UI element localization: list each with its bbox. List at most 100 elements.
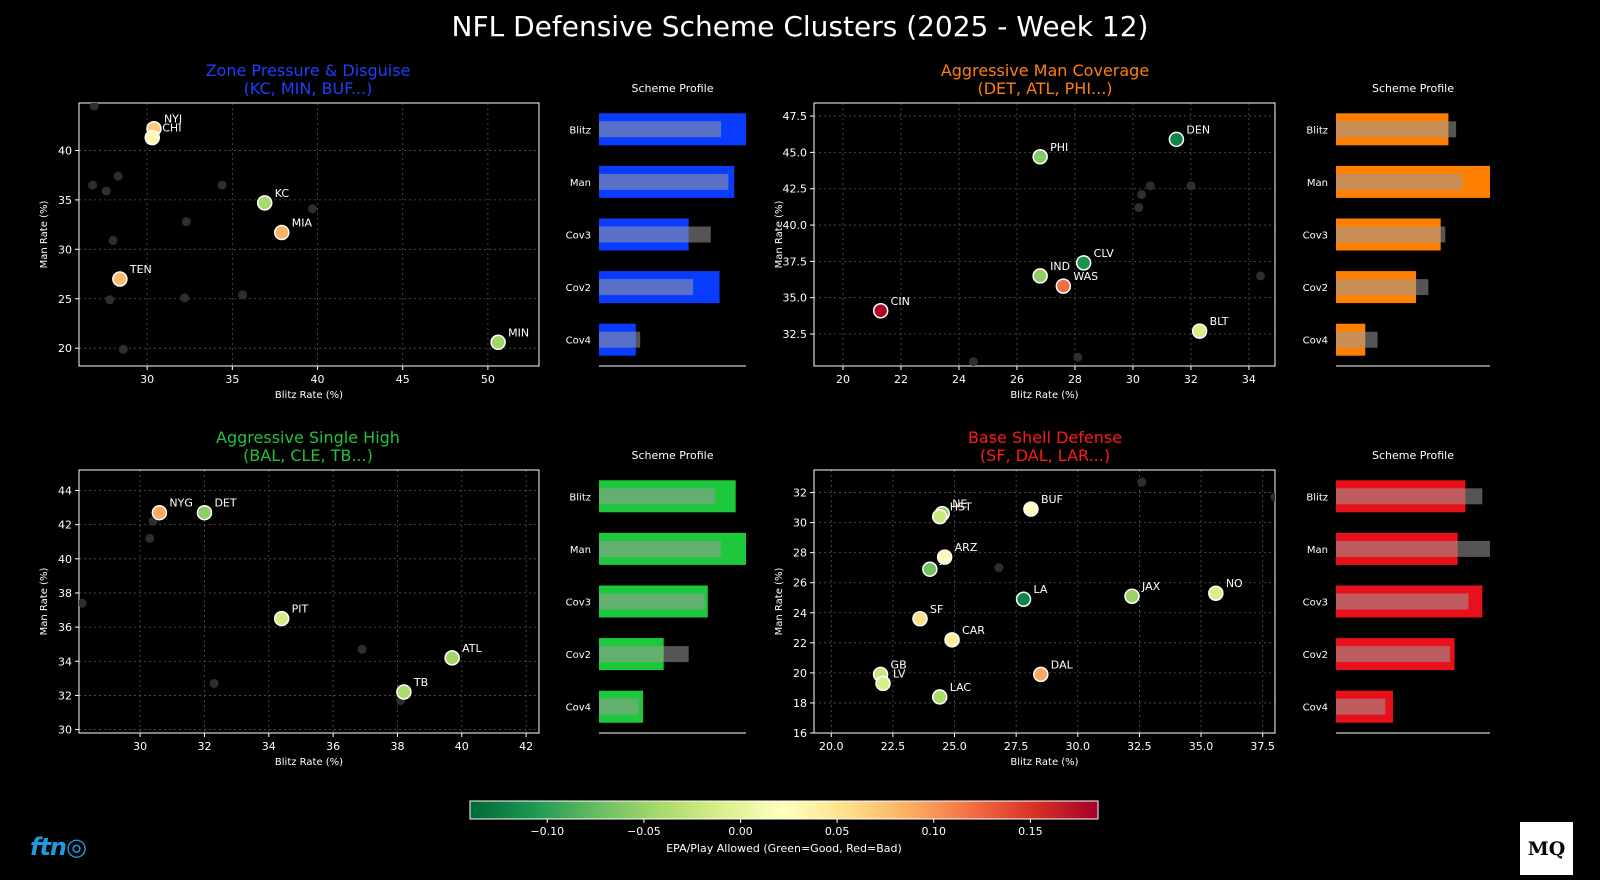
background-point bbox=[238, 290, 248, 300]
profile-avg-bar bbox=[599, 331, 641, 348]
panel-title: Base Shell Defense bbox=[968, 428, 1122, 447]
team-label: ARZ bbox=[955, 541, 978, 554]
y-tick-label: 30 bbox=[58, 243, 72, 256]
x-axis-label: Blitz Rate (%) bbox=[1010, 390, 1078, 401]
x-tick-label: 28 bbox=[1068, 373, 1082, 386]
team-point bbox=[944, 632, 960, 648]
team-label: GB bbox=[891, 658, 907, 671]
background-point bbox=[1137, 477, 1147, 487]
team-point bbox=[922, 561, 938, 577]
team-point bbox=[490, 334, 506, 351]
team-point bbox=[936, 549, 953, 565]
team-point bbox=[875, 675, 891, 692]
panel-subtitle: (DET, ATL, PHI...) bbox=[977, 79, 1112, 98]
y-axis-label: Man Rate (%) bbox=[774, 568, 785, 636]
y-tick-label: 35 bbox=[58, 194, 72, 207]
colorbar-tick-label: 0.10 bbox=[922, 825, 947, 838]
background-point bbox=[181, 217, 191, 227]
x-tick-label: 38 bbox=[390, 740, 404, 753]
colorbar-tick-label: 0.15 bbox=[1018, 825, 1043, 838]
background-point bbox=[209, 678, 219, 688]
y-tick-label: 38 bbox=[58, 587, 72, 600]
profile-title: Scheme Profile bbox=[1372, 82, 1454, 95]
y-tick-label: 44 bbox=[58, 484, 72, 497]
plot-area bbox=[79, 504, 460, 706]
x-tick-label: 32 bbox=[1184, 373, 1198, 386]
profile-category-label: Man bbox=[1307, 178, 1328, 189]
y-axis-label: Man Rate (%) bbox=[39, 568, 50, 636]
background-point bbox=[113, 171, 123, 181]
profile-category-label: Cov2 bbox=[1303, 283, 1328, 294]
y-tick-label: 34 bbox=[58, 655, 72, 668]
profile-avg-bar bbox=[599, 279, 694, 296]
background-point bbox=[88, 180, 98, 190]
profile-title: Scheme Profile bbox=[632, 82, 714, 95]
team-point bbox=[196, 504, 213, 521]
team-label: PHI bbox=[1050, 141, 1068, 154]
x-tick-label: 42 bbox=[519, 740, 533, 753]
y-tick-label: 24 bbox=[793, 607, 807, 620]
profile-title: Scheme Profile bbox=[632, 449, 714, 462]
team-label: JAX bbox=[1141, 580, 1161, 593]
colorbar-tick-label: 0.00 bbox=[728, 825, 753, 838]
x-tick-label: 30 bbox=[133, 740, 147, 753]
profile-avg-bar bbox=[599, 593, 705, 610]
team-point bbox=[1055, 278, 1072, 294]
x-tick-label: 40 bbox=[311, 373, 325, 386]
team-label: JA bbox=[939, 553, 951, 566]
background-point bbox=[357, 644, 367, 654]
team-point bbox=[273, 224, 290, 241]
y-tick-label: 30 bbox=[58, 724, 72, 737]
profile-avg-bar bbox=[1336, 646, 1450, 663]
team-point bbox=[144, 129, 161, 146]
background-point bbox=[1137, 190, 1147, 200]
x-tick-label: 45 bbox=[396, 373, 410, 386]
x-axis-label: Blitz Rate (%) bbox=[1010, 757, 1078, 768]
x-tick-label: 24 bbox=[952, 373, 966, 386]
background-point bbox=[89, 103, 99, 111]
profile-category-label: Cov4 bbox=[1303, 336, 1328, 347]
x-tick-label: 32.5 bbox=[1127, 740, 1152, 753]
y-tick-label: 25 bbox=[58, 293, 72, 306]
background-point bbox=[1145, 181, 1155, 191]
background-point bbox=[79, 598, 87, 608]
y-tick-label: 45.0 bbox=[783, 146, 808, 159]
x-axis-label: Blitz Rate (%) bbox=[275, 757, 343, 768]
y-axis-label: Man Rate (%) bbox=[39, 201, 50, 269]
panel-title: Zone Pressure & Disguise bbox=[206, 61, 411, 80]
team-point bbox=[1075, 255, 1092, 271]
background-point bbox=[1256, 271, 1266, 281]
profile-avg-bar bbox=[599, 646, 689, 663]
team-point bbox=[872, 303, 889, 319]
x-tick-label: 27.5 bbox=[1004, 740, 1029, 753]
team-label: MIA bbox=[292, 217, 313, 230]
y-tick-label: 36 bbox=[58, 621, 72, 634]
team-label: CIN bbox=[891, 295, 910, 308]
y-tick-label: 35.0 bbox=[783, 292, 808, 305]
background-point bbox=[968, 357, 978, 366]
y-tick-label: 20 bbox=[793, 667, 807, 680]
y-tick-label: 26 bbox=[793, 577, 807, 590]
team-label: CAR bbox=[962, 624, 985, 637]
x-tick-label: 30 bbox=[140, 373, 154, 386]
profile-category-label: Blitz bbox=[569, 125, 591, 136]
page-title: NFL Defensive Scheme Clusters (2025 - We… bbox=[451, 10, 1149, 43]
x-tick-label: 35.0 bbox=[1189, 740, 1214, 753]
scatter-panel-1: Zone Pressure & Disguise(KC, MIN, BUF...… bbox=[39, 61, 540, 401]
profile-category-label: Blitz bbox=[1306, 125, 1328, 136]
team-label: HST bbox=[950, 501, 972, 514]
profile-category-label: Blitz bbox=[569, 492, 591, 503]
x-tick-label: 30 bbox=[1126, 373, 1140, 386]
team-label: BUF bbox=[1041, 493, 1063, 506]
background-point bbox=[101, 186, 111, 196]
colorbar-tick-label: −0.05 bbox=[627, 825, 661, 838]
profile-title: Scheme Profile bbox=[1372, 449, 1454, 462]
axes-frame bbox=[813, 469, 1276, 734]
profile-category-label: Man bbox=[570, 178, 591, 189]
profile-category-label: Blitz bbox=[1306, 492, 1328, 503]
x-tick-label: 32 bbox=[197, 740, 211, 753]
team-point bbox=[1033, 666, 1049, 683]
y-tick-label: 40 bbox=[58, 553, 72, 566]
team-label: TEN bbox=[129, 263, 152, 276]
